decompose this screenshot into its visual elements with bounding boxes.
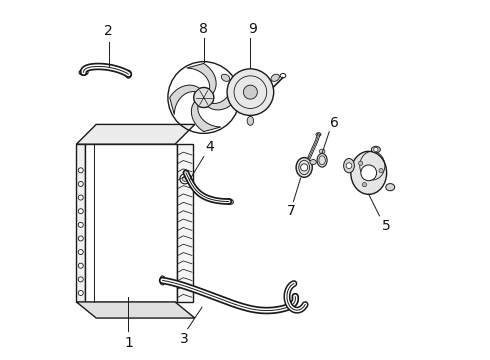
Circle shape bbox=[78, 195, 83, 200]
Polygon shape bbox=[76, 125, 195, 144]
Circle shape bbox=[379, 168, 383, 173]
Ellipse shape bbox=[125, 70, 131, 78]
Circle shape bbox=[180, 174, 190, 184]
Polygon shape bbox=[192, 102, 221, 132]
Ellipse shape bbox=[319, 149, 325, 153]
Circle shape bbox=[78, 236, 83, 241]
Circle shape bbox=[78, 181, 83, 186]
Ellipse shape bbox=[247, 116, 254, 125]
Polygon shape bbox=[177, 144, 193, 302]
Circle shape bbox=[362, 183, 367, 187]
Ellipse shape bbox=[271, 74, 279, 81]
Ellipse shape bbox=[310, 159, 317, 165]
Circle shape bbox=[244, 85, 257, 99]
Text: 3: 3 bbox=[180, 332, 189, 346]
Ellipse shape bbox=[296, 158, 312, 177]
Circle shape bbox=[182, 176, 188, 181]
Ellipse shape bbox=[317, 153, 327, 167]
Text: 6: 6 bbox=[330, 116, 339, 130]
Ellipse shape bbox=[343, 158, 354, 173]
Ellipse shape bbox=[224, 199, 233, 204]
Circle shape bbox=[194, 87, 214, 108]
Polygon shape bbox=[170, 85, 199, 114]
Ellipse shape bbox=[386, 184, 395, 191]
Circle shape bbox=[361, 165, 377, 181]
Polygon shape bbox=[76, 302, 195, 318]
Polygon shape bbox=[187, 63, 216, 93]
Circle shape bbox=[78, 249, 83, 255]
Circle shape bbox=[78, 277, 83, 282]
Ellipse shape bbox=[160, 276, 165, 285]
Circle shape bbox=[374, 147, 378, 152]
Polygon shape bbox=[85, 144, 177, 302]
Circle shape bbox=[78, 209, 83, 214]
Circle shape bbox=[300, 164, 308, 171]
Text: 2: 2 bbox=[104, 24, 113, 39]
Circle shape bbox=[78, 168, 83, 173]
Circle shape bbox=[227, 69, 274, 116]
Polygon shape bbox=[208, 81, 238, 110]
Circle shape bbox=[78, 222, 83, 227]
Ellipse shape bbox=[79, 69, 88, 75]
Circle shape bbox=[78, 263, 83, 268]
Ellipse shape bbox=[351, 151, 387, 194]
Circle shape bbox=[78, 291, 83, 296]
Circle shape bbox=[359, 161, 363, 165]
Text: 7: 7 bbox=[287, 204, 296, 219]
Circle shape bbox=[346, 163, 352, 168]
Text: 4: 4 bbox=[205, 140, 214, 154]
Text: 5: 5 bbox=[382, 219, 391, 233]
Polygon shape bbox=[76, 144, 85, 302]
Ellipse shape bbox=[221, 74, 230, 81]
Ellipse shape bbox=[280, 73, 286, 78]
Text: 9: 9 bbox=[248, 22, 257, 36]
Text: 8: 8 bbox=[199, 22, 208, 36]
Ellipse shape bbox=[371, 146, 380, 153]
Text: 1: 1 bbox=[124, 336, 133, 350]
Ellipse shape bbox=[316, 133, 321, 136]
